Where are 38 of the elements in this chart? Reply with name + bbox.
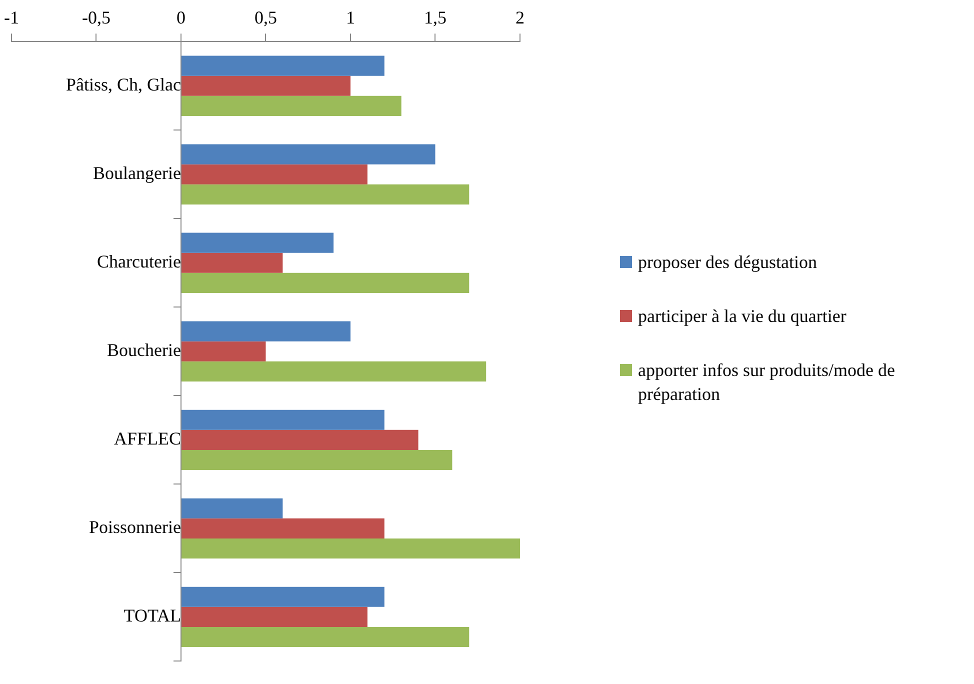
x-tick-label: 0 bbox=[176, 8, 186, 28]
x-tick-label: 2 bbox=[516, 8, 524, 28]
y-tick-label: Pâtiss, Ch, Glac bbox=[66, 74, 182, 95]
x-tick-label: 1 bbox=[346, 8, 355, 28]
bar bbox=[182, 144, 436, 164]
bar bbox=[182, 410, 384, 430]
y-tick-label: Poissonnerie bbox=[89, 517, 182, 538]
legend-label: participer à la vie du quartier bbox=[638, 305, 846, 328]
bar bbox=[182, 164, 368, 184]
bar bbox=[182, 430, 418, 450]
y-tick-label: AFFLEC bbox=[114, 428, 181, 449]
bar bbox=[182, 272, 470, 293]
x-tick-label: 1,5 bbox=[424, 8, 446, 28]
x-tick-label: -1 bbox=[4, 8, 19, 28]
x-tick-label: 0,5 bbox=[254, 8, 277, 28]
bar bbox=[182, 232, 334, 253]
bar bbox=[182, 606, 368, 627]
legend-label: proposer des dégustation bbox=[638, 251, 817, 274]
bar bbox=[182, 341, 266, 362]
legend-label: apporter infos sur produits/mode de préparation bbox=[638, 359, 896, 406]
y-tick-label: TOTAL bbox=[124, 606, 181, 626]
y-tick-label: Boulangerie bbox=[93, 163, 181, 184]
y-tick-label: Charcuterie bbox=[97, 252, 182, 272]
y-tick-label: Boucherie bbox=[107, 340, 182, 360]
bar bbox=[182, 321, 350, 342]
bar bbox=[182, 538, 520, 559]
bar bbox=[182, 361, 486, 382]
bar bbox=[182, 56, 384, 76]
bar bbox=[182, 184, 470, 204]
x-tick-label: -0,5 bbox=[82, 8, 110, 28]
bar bbox=[182, 518, 384, 538]
bar bbox=[182, 96, 402, 116]
bar bbox=[182, 626, 470, 648]
bar bbox=[182, 498, 283, 518]
bar bbox=[182, 76, 350, 96]
bar bbox=[182, 586, 384, 607]
bar bbox=[182, 450, 452, 470]
bar bbox=[182, 252, 283, 273]
